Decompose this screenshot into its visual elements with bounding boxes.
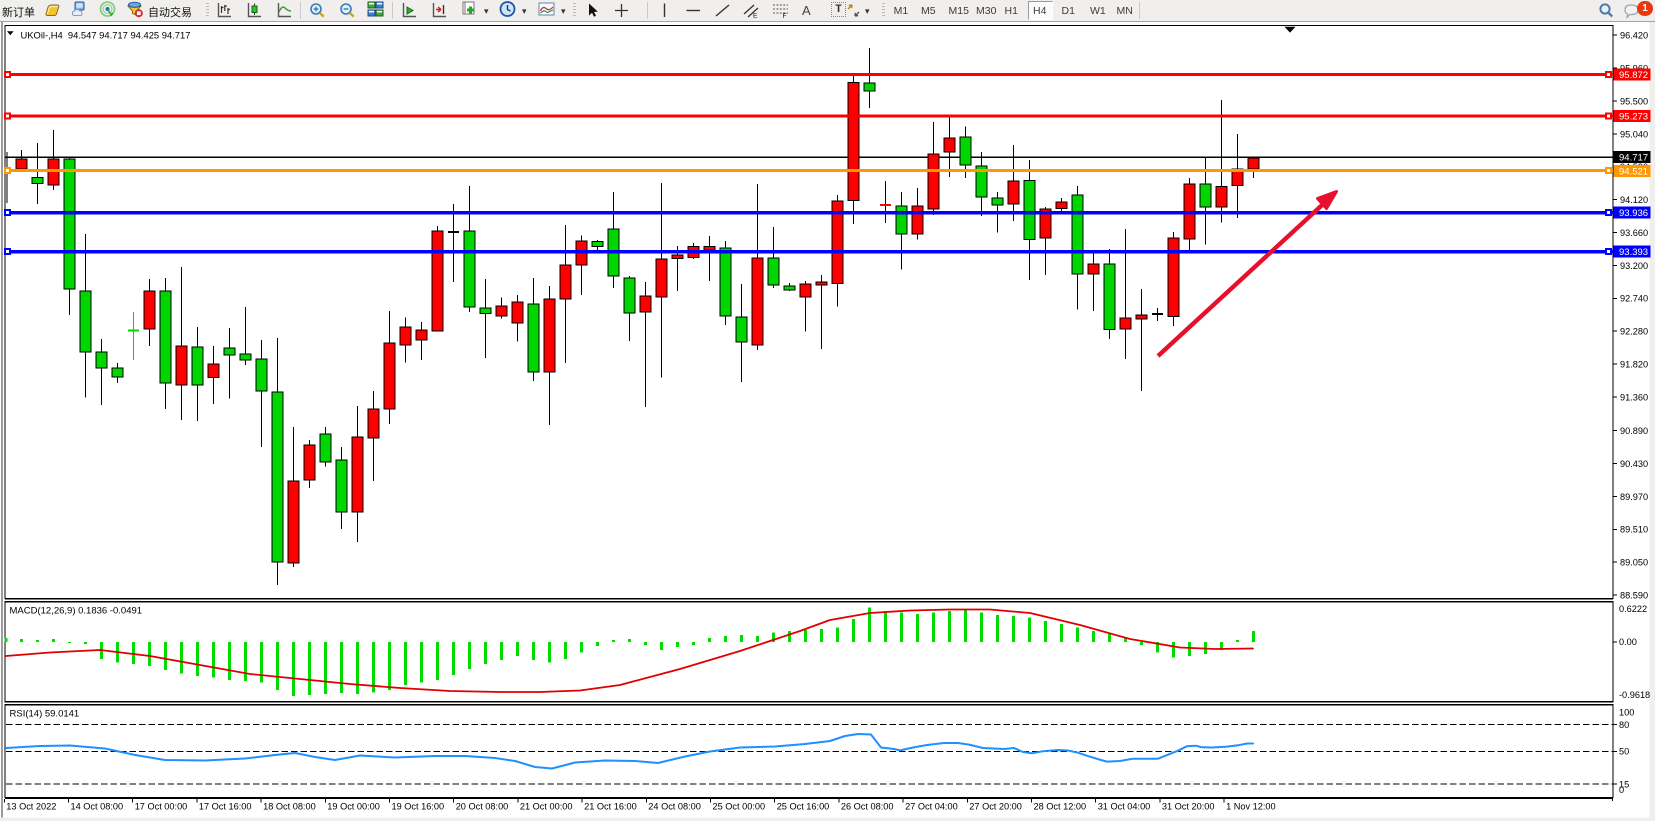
svg-text:93.393: 93.393 xyxy=(1619,247,1648,258)
svg-text:19 Oct 00:00: 19 Oct 00:00 xyxy=(327,801,380,811)
svg-text:91.820: 91.820 xyxy=(1620,360,1648,370)
svg-text:0.00: 0.00 xyxy=(1619,637,1637,647)
svg-text:96.420: 96.420 xyxy=(1620,31,1648,41)
svg-text:15: 15 xyxy=(1619,779,1629,789)
svg-text:89.510: 89.510 xyxy=(1620,525,1648,535)
svg-text:0.6222: 0.6222 xyxy=(1619,604,1647,614)
svg-text:100: 100 xyxy=(1619,707,1634,717)
svg-text:27 Oct 20:00: 27 Oct 20:00 xyxy=(969,801,1022,811)
svg-text:28 Oct 12:00: 28 Oct 12:00 xyxy=(1034,801,1087,811)
svg-text:26 Oct 08:00: 26 Oct 08:00 xyxy=(841,801,894,811)
svg-text:90.890: 90.890 xyxy=(1620,426,1648,436)
svg-text:93.660: 93.660 xyxy=(1620,228,1648,238)
svg-text:0: 0 xyxy=(1619,785,1624,795)
svg-text:17 Oct 16:00: 17 Oct 16:00 xyxy=(199,801,252,811)
svg-text:31 Oct 20:00: 31 Oct 20:00 xyxy=(1162,801,1215,811)
svg-text:94.717: 94.717 xyxy=(1619,152,1648,163)
svg-text:20 Oct 08:00: 20 Oct 08:00 xyxy=(456,801,509,811)
svg-text:13 Oct 2022: 13 Oct 2022 xyxy=(6,801,56,811)
svg-text:95.040: 95.040 xyxy=(1620,129,1648,139)
svg-text:80: 80 xyxy=(1619,720,1629,730)
svg-text:25 Oct 16:00: 25 Oct 16:00 xyxy=(777,801,830,811)
svg-text:89.970: 89.970 xyxy=(1620,492,1648,502)
svg-text:21 Oct 00:00: 21 Oct 00:00 xyxy=(520,801,573,811)
svg-text:RSI(14) 59.0141: RSI(14) 59.0141 xyxy=(10,709,80,720)
svg-text:18 Oct 08:00: 18 Oct 08:00 xyxy=(263,801,316,811)
svg-text:95.500: 95.500 xyxy=(1620,96,1648,106)
svg-text:31 Oct 04:00: 31 Oct 04:00 xyxy=(1098,801,1151,811)
svg-text:1 Nov 12:00: 1 Nov 12:00 xyxy=(1226,801,1276,811)
svg-text:95.872: 95.872 xyxy=(1619,70,1648,81)
svg-text:24 Oct 08:00: 24 Oct 08:00 xyxy=(648,801,701,811)
svg-text:25 Oct 00:00: 25 Oct 00:00 xyxy=(713,801,766,811)
svg-text:21 Oct 16:00: 21 Oct 16:00 xyxy=(584,801,637,811)
svg-text:50: 50 xyxy=(1619,747,1629,757)
svg-text:88.590: 88.590 xyxy=(1620,590,1648,600)
svg-text:14 Oct 08:00: 14 Oct 08:00 xyxy=(71,801,124,811)
svg-text:19 Oct 16:00: 19 Oct 16:00 xyxy=(392,801,445,811)
svg-text:91.360: 91.360 xyxy=(1620,392,1648,402)
svg-text:94.521: 94.521 xyxy=(1619,167,1648,178)
svg-text:F: F xyxy=(783,13,787,19)
svg-text:92.280: 92.280 xyxy=(1620,327,1648,337)
svg-text:90.430: 90.430 xyxy=(1620,459,1648,469)
svg-text:93.200: 93.200 xyxy=(1620,261,1648,271)
svg-text:92.740: 92.740 xyxy=(1620,294,1648,304)
svg-text:-0.9618: -0.9618 xyxy=(1619,690,1650,700)
svg-text:27 Oct 04:00: 27 Oct 04:00 xyxy=(905,801,958,811)
svg-text:94.120: 94.120 xyxy=(1620,195,1648,205)
svg-text:MACD(12,26,9) 0.1836 -0.0491: MACD(12,26,9) 0.1836 -0.0491 xyxy=(10,606,143,617)
svg-text:89.050: 89.050 xyxy=(1620,558,1648,568)
svg-text:93.936: 93.936 xyxy=(1619,208,1648,219)
svg-text:E: E xyxy=(753,13,758,20)
svg-text:UKOil-,H4 94.547 94.717 94.42: UKOil-,H4 94.547 94.717 94.425 94.717 xyxy=(21,29,191,40)
svg-text:95.273: 95.273 xyxy=(1619,112,1648,123)
svg-text:17 Oct 00:00: 17 Oct 00:00 xyxy=(135,801,188,811)
